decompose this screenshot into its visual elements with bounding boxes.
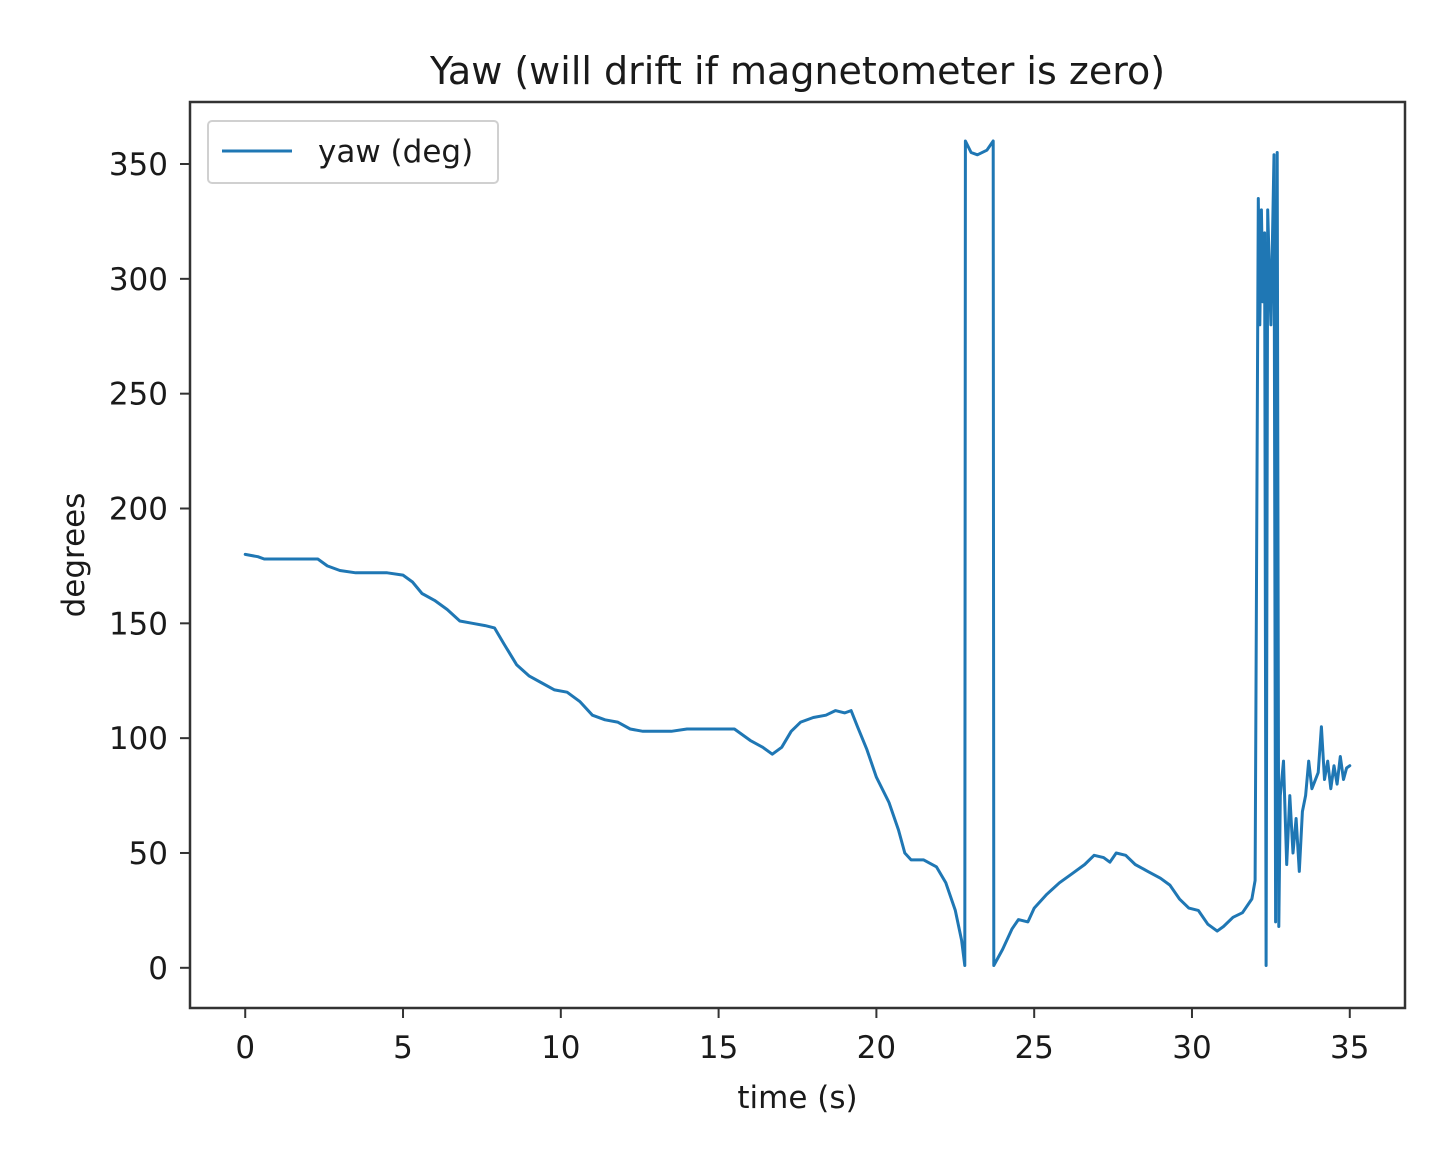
y-tick-label: 150: [109, 606, 168, 642]
y-axis-label: degrees: [56, 493, 92, 618]
x-tick-label: 35: [1330, 1030, 1369, 1066]
legend-label: yaw (deg): [318, 134, 473, 170]
legend-box: [207, 120, 499, 184]
x-tick-label: 30: [1172, 1030, 1211, 1066]
y-tick-label: 300: [109, 262, 168, 298]
x-tick-label: 20: [857, 1030, 896, 1066]
y-tick-label: 200: [109, 491, 168, 527]
x-tick-label: 25: [1014, 1030, 1053, 1066]
y-tick-label: 50: [129, 836, 168, 872]
x-tick-label: 10: [541, 1030, 580, 1066]
chart-title: Yaw (will drift if magnetometer is zero): [429, 49, 1165, 93]
legend: yaw (deg): [207, 120, 499, 184]
plot-area-frame: [188, 100, 1407, 1010]
x-axis: 0 5 10 15 20 25 30 35: [235, 1008, 1369, 1066]
x-tick-label: 15: [699, 1030, 738, 1066]
y-tick-label: 250: [109, 377, 168, 413]
x-tick-label: 5: [393, 1030, 413, 1066]
x-tick-label: 0: [235, 1030, 255, 1066]
x-axis-label: time (s): [737, 1080, 857, 1116]
series-line-yaw-deg: [243, 139, 1352, 967]
y-axis: 0 50 100 150 200 250 300 350: [109, 147, 190, 987]
y-tick-label: 0: [148, 951, 168, 987]
y-tick-label: 350: [109, 147, 168, 183]
y-tick-label: 100: [109, 721, 168, 757]
